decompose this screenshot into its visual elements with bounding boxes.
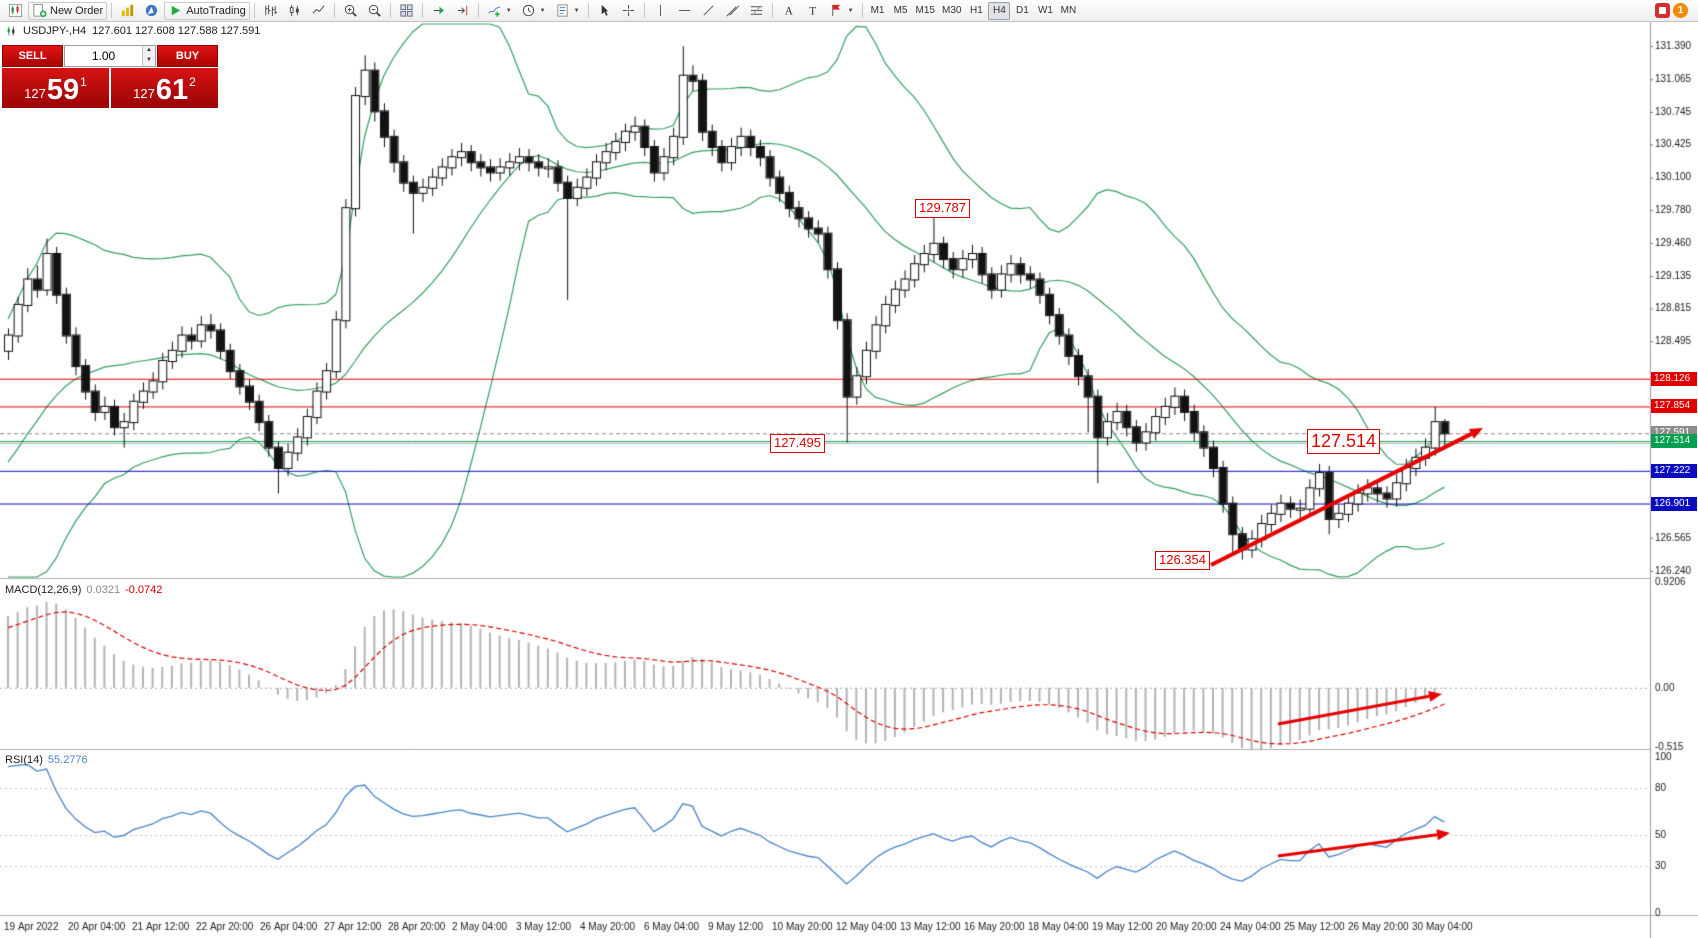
candlestick-chart-icon[interactable] <box>283 2 306 20</box>
crosshair-icon[interactable] <box>617 2 640 20</box>
volume-down-button[interactable]: ▼ <box>142 56 155 66</box>
tf-m1[interactable]: M1 <box>867 2 889 20</box>
line-chart-icon[interactable] <box>307 2 330 20</box>
toolbar: New Order AutoTrading ▼ ▼ ▼ A T ▼ M1 M5 … <box>0 0 1698 22</box>
volume-control: ▲ ▼ <box>64 45 156 67</box>
new-order-button[interactable]: New Order <box>28 1 108 20</box>
separator <box>253 3 255 18</box>
separator <box>111 3 113 18</box>
buy-price-prefix: 127 <box>133 86 155 101</box>
separator <box>477 3 479 18</box>
arrows-icon[interactable]: ▼ <box>825 2 858 20</box>
bar-chart-icon[interactable] <box>259 2 282 20</box>
dropdown-caret: ▼ <box>847 7 854 14</box>
indicators-icon[interactable]: ▼ <box>483 2 516 20</box>
new-order-label: New Order <box>50 4 104 17</box>
navigator-icon[interactable] <box>140 2 163 20</box>
separator <box>587 3 589 18</box>
tf-mn[interactable]: MN <box>1057 2 1079 20</box>
sell-price-prefix: 127 <box>24 86 46 101</box>
volume-input[interactable] <box>65 46 142 66</box>
auto-scroll-icon[interactable] <box>427 2 450 20</box>
cursor-icon[interactable] <box>593 2 616 20</box>
separator <box>421 3 423 18</box>
buy-price-display[interactable]: 127 61 2 <box>111 68 218 108</box>
zoom-in-icon[interactable] <box>339 2 362 20</box>
notification-badge[interactable]: 1 <box>1673 3 1688 18</box>
buy-price-big: 61 <box>155 74 189 106</box>
fibonacci-icon[interactable] <box>745 2 768 20</box>
svg-text:T: T <box>809 5 816 17</box>
dropdown-caret: ▼ <box>539 7 546 14</box>
periods-icon[interactable]: ▼ <box>517 2 550 20</box>
market-watch-icon[interactable] <box>116 2 139 20</box>
templates-icon[interactable]: ▼ <box>551 2 584 20</box>
tf-w1[interactable]: W1 <box>1034 2 1056 20</box>
trendline-icon[interactable] <box>697 2 720 20</box>
buy-button[interactable]: BUY <box>157 45 218 67</box>
tf-m5[interactable]: M5 <box>890 2 912 20</box>
autotrading-icon <box>171 5 181 16</box>
separator <box>861 3 863 18</box>
mql-community-icon[interactable] <box>1655 3 1670 18</box>
one-click-trade-panel: SELL ▲ ▼ BUY 127 59 1 127 61 2 <box>2 45 218 108</box>
new-order-icon <box>33 3 47 18</box>
separator <box>333 3 335 18</box>
volume-up-button[interactable]: ▲ <box>142 46 155 56</box>
svg-text:A: A <box>784 5 793 17</box>
horizontal-line-icon[interactable] <box>673 2 696 20</box>
dropdown-caret: ▼ <box>505 7 512 14</box>
tf-h1[interactable]: H1 <box>965 2 987 20</box>
tile-windows-icon[interactable] <box>395 2 418 20</box>
chart-shift-icon[interactable] <box>451 2 474 20</box>
dropdown-caret: ▼ <box>573 7 580 14</box>
text-label-icon[interactable]: T <box>801 2 824 20</box>
tf-h4[interactable]: H4 <box>988 1 1011 20</box>
tf-m15[interactable]: M15 <box>913 2 938 20</box>
autotrading-label: AutoTrading <box>186 4 246 17</box>
sell-price-pip: 1 <box>80 75 87 89</box>
separator <box>643 3 645 18</box>
chart-icon[interactable] <box>4 2 27 20</box>
channel-icon[interactable] <box>721 2 744 20</box>
sell-button[interactable]: SELL <box>2 45 63 67</box>
separator <box>389 3 391 18</box>
vertical-line-icon[interactable] <box>649 2 672 20</box>
sell-price-display[interactable]: 127 59 1 <box>2 68 109 108</box>
autotrading-button[interactable]: AutoTrading <box>164 1 250 20</box>
text-icon[interactable]: A <box>777 2 800 20</box>
sell-price-big: 59 <box>46 74 80 106</box>
zoom-out-icon[interactable] <box>363 2 386 20</box>
tf-d1[interactable]: D1 <box>1011 2 1033 20</box>
separator <box>771 3 773 18</box>
buy-price-pip: 2 <box>189 75 196 89</box>
tf-m30[interactable]: M30 <box>939 2 964 20</box>
